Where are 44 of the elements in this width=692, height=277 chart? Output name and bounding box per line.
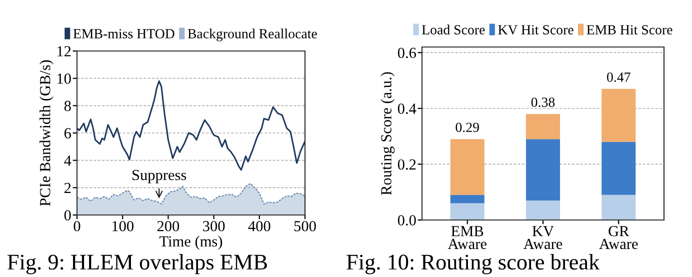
y-tick-label: 6 bbox=[64, 128, 71, 138]
line-series bbox=[77, 80, 305, 171]
y-tick-label: 4 bbox=[64, 156, 72, 166]
legend-label: KV Hit Score bbox=[498, 25, 574, 35]
bar bbox=[450, 203, 484, 220]
x-tick-label: 500 bbox=[294, 220, 316, 232]
bar bbox=[526, 139, 560, 200]
legend-label: EMB-miss HTOD bbox=[73, 29, 174, 38]
legend-label: Background Reallocate bbox=[188, 28, 317, 42]
x-tick-label: 0 bbox=[74, 220, 80, 232]
x-tick-label: 100 bbox=[112, 220, 134, 232]
total-label: 0.38 bbox=[531, 98, 555, 108]
y-tick-label: 8 bbox=[64, 100, 71, 112]
x-tick-label: 400 bbox=[248, 220, 270, 232]
x-tick-label: 200 bbox=[157, 220, 180, 232]
caption: Fig. 9: HLEM overlaps EMB bbox=[8, 254, 267, 274]
y-tick-label: 0 bbox=[64, 210, 71, 220]
y-tick-label: 0.0 bbox=[398, 215, 416, 226]
y-tick-label: 10 bbox=[58, 73, 71, 84]
legend-label: Load Score bbox=[422, 24, 485, 34]
x-tick-label: EMB Aware bbox=[448, 226, 487, 250]
bar bbox=[526, 114, 560, 140]
y-tick-label: 12 bbox=[58, 46, 71, 56]
bar bbox=[450, 194, 484, 204]
y-axis-title: PCIe Bandwidth (GB/s) bbox=[40, 60, 54, 206]
y-axis-title: Routing Score (a.u.) bbox=[380, 72, 395, 196]
bar bbox=[602, 194, 636, 220]
total-label: 0.47 bbox=[607, 72, 630, 82]
y-tick-label: 2 bbox=[64, 182, 71, 193]
bar bbox=[450, 139, 484, 195]
annotation: Suppress bbox=[132, 170, 186, 184]
x-tick-label: KV Aware bbox=[523, 226, 562, 250]
caption: Fig. 10: Routing score break bbox=[346, 254, 600, 274]
x-axis-title: Time (ms) bbox=[160, 236, 222, 250]
x-tick-label: 300 bbox=[203, 220, 225, 232]
y-tick-label: 0.2 bbox=[398, 159, 416, 170]
bar bbox=[602, 88, 636, 142]
y-tick-label: 0.4 bbox=[398, 104, 416, 114]
y-tick-label: 0.6 bbox=[398, 48, 416, 58]
total-label: 0.29 bbox=[456, 122, 479, 132]
legend-label: EMB Hit Score bbox=[586, 25, 672, 34]
bar bbox=[602, 142, 636, 195]
bar bbox=[526, 200, 560, 220]
x-tick-label: GR Aware bbox=[599, 226, 638, 250]
